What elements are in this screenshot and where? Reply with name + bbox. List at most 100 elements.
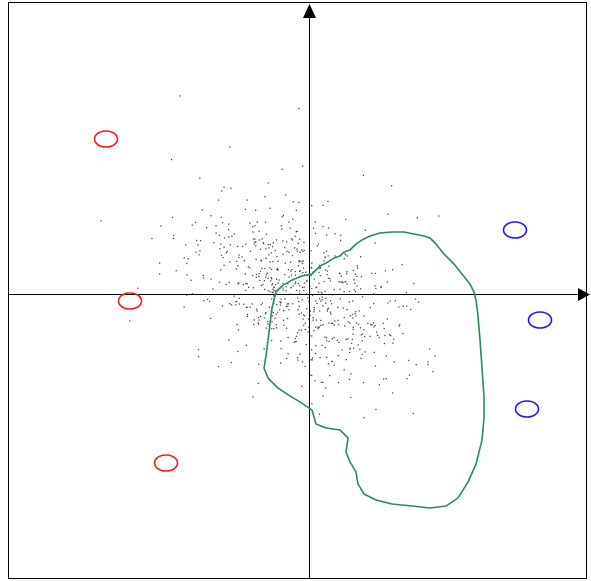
scatter-point [362,296,364,298]
scatter-point [359,348,361,350]
scatter-point [315,286,318,288]
scatter-point [306,308,308,310]
scatter-point [301,260,303,263]
scatter-point [301,165,304,167]
scatter-point [427,361,429,363]
scatter-point [387,213,389,215]
scatter-point [313,309,315,311]
scatter-point [259,279,261,282]
scatter-point [303,289,305,292]
scatter-point [297,242,299,245]
scatter-point [272,295,275,297]
scatter-point [328,340,330,343]
scatter-point [206,227,208,229]
scatter-point [264,267,266,270]
scatter-point [329,278,331,280]
scatter-point [325,387,327,389]
scatter-point [272,283,274,285]
scatter-point [282,214,284,217]
scatter-point [287,353,289,355]
scatter-point [258,230,260,232]
scatter-point [190,279,192,281]
scatter-point [100,220,102,222]
scatter-point [255,273,258,276]
scatter-point [383,378,385,380]
scatter-point [376,331,378,333]
scatter-point [137,287,139,289]
scatter-point [352,269,354,272]
scatter-point [266,272,268,274]
scatter-point [199,177,201,179]
scatter-point [285,357,288,359]
scatter-point [256,310,258,312]
scatter-point [273,289,275,292]
scatter-point [243,303,245,305]
scatter-point [203,277,205,279]
scatter-point [292,218,294,220]
scatter-point [299,251,301,253]
scatter-point [286,327,288,329]
scatter-point [170,158,173,161]
scatter-point [316,245,318,247]
scatter-point [253,319,255,321]
scatter-point [288,276,290,278]
scatter-point [372,322,375,324]
figure-frame [8,2,587,579]
scatter-point [324,269,327,271]
scatter-point [235,304,237,306]
scatter-point [299,285,301,287]
scatter-point [296,248,298,250]
scatter-point [228,229,230,231]
scatter-point [285,194,287,196]
scatter-point [253,243,255,245]
scatter-point [414,298,417,300]
scatter-point [356,265,358,267]
scatter-point [373,326,375,328]
scatter-point [301,385,303,387]
scatter-point [355,311,357,313]
scatter-point [160,225,162,227]
scatter-point [291,239,294,241]
scatter-point [323,280,325,283]
scatter-point [310,275,312,277]
scatter-point [271,291,273,294]
scatter-point [357,323,360,326]
scatter-point [374,242,376,244]
scatter-point [364,351,366,353]
scatter-point [356,275,358,278]
scatter-point [218,366,220,368]
scatter-point [392,342,394,344]
scatter-point [271,320,273,323]
scatter-point [242,284,244,286]
scatter-point [251,303,253,305]
scatter-point [305,271,307,273]
scatter-point [327,308,329,311]
scatter-point [311,357,314,359]
scatter-point [186,262,188,265]
scatter-point [296,230,298,233]
scatter-point [245,306,248,309]
scatter-point [318,413,321,415]
scatter-point [337,319,339,321]
scatter-point [271,246,274,248]
scatter-point [305,344,307,346]
scatter-point [364,229,366,231]
scatter-point [337,355,339,357]
scatter-point [330,313,332,315]
scatter-point [173,234,175,237]
scatter-point [340,239,342,241]
scatter-point [345,254,347,256]
scatter-point [300,329,303,331]
scatter-point [333,364,335,366]
scatter-point [248,286,250,288]
scatter-point [302,318,304,320]
scatter-point [362,382,365,384]
scatter-point [228,223,230,225]
scatter-point [275,327,278,329]
scatter-point [314,232,317,234]
scatter-point [331,360,333,363]
scatter-point [327,307,329,309]
scatter-point [270,276,272,279]
scatter-point [249,222,251,224]
scatter-point [228,339,230,341]
